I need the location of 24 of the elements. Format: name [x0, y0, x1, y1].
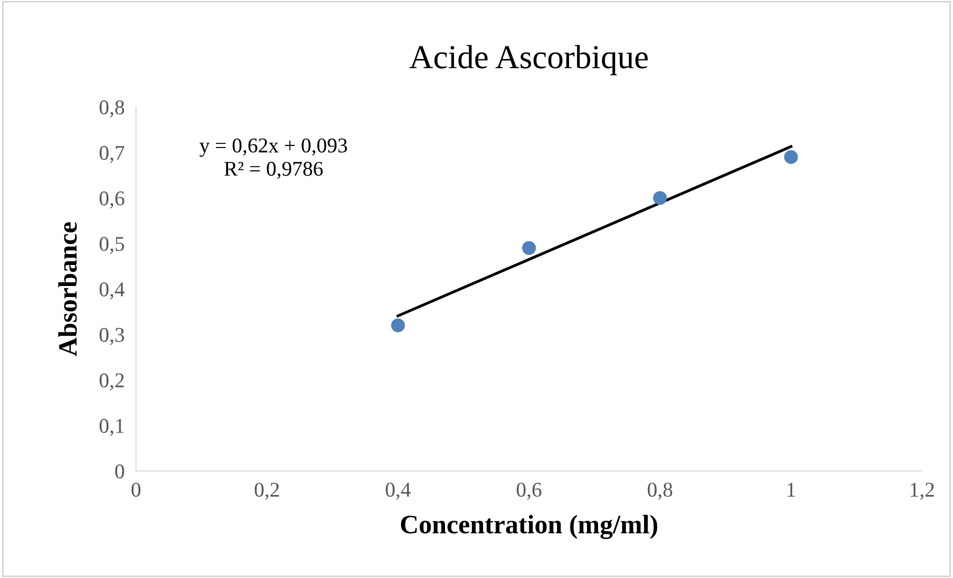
y-axis-title: Absorbance: [58, 222, 77, 356]
chart-title: Acide Ascorbique: [409, 44, 648, 76]
annotation: y = 0,62x + 0,093 R² = 0,9786: [200, 138, 347, 179]
point: [391, 318, 405, 332]
y-tick-label: 0,2: [100, 373, 124, 390]
point: [784, 150, 798, 164]
x-tick-label: 0,4: [386, 482, 411, 500]
y-tick-label: 0,6: [100, 191, 124, 208]
y-tick-label: 0: [115, 464, 124, 478]
point: [522, 241, 536, 255]
x-tick-label: 1,2: [910, 482, 934, 500]
y-tick-label: 0,4: [100, 282, 125, 300]
y-tick-label: 0,3: [100, 328, 124, 345]
y-tick-label: 0,5: [100, 236, 124, 254]
x-tick-label: 0,6: [516, 482, 542, 500]
y-tick-label: 0,1: [100, 418, 124, 436]
x-axis-title: Concentration (mg/ml): [400, 514, 658, 540]
x-tick-label: 0,8: [648, 482, 672, 500]
point: [653, 191, 667, 205]
y-tick-label: 0,8: [100, 100, 124, 118]
y-tick-label: 0,7: [100, 146, 124, 163]
x-tick-label: 0: [132, 482, 140, 497]
x-tick-label: 0,2: [254, 482, 279, 500]
x-tick-label: 1: [788, 482, 795, 497]
